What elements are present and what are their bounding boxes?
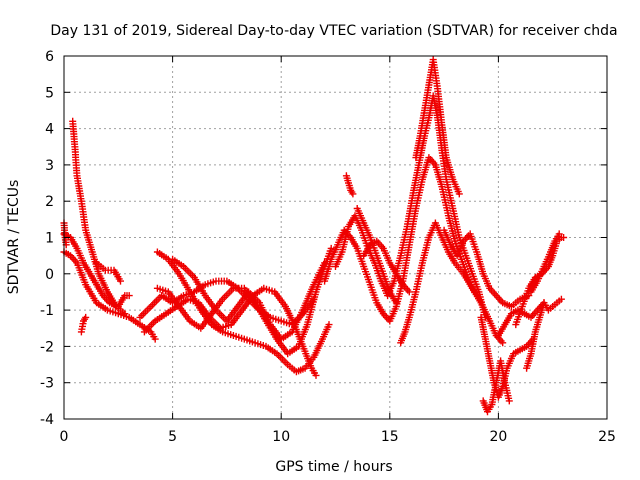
x-tick-label: 10	[272, 429, 290, 445]
series-track-13	[332, 92, 489, 321]
chart-title: Day 131 of 2019, Sidereal Day-to-day VTE…	[50, 23, 617, 39]
y-tick-label: 2	[45, 194, 54, 210]
y-tick-label: 6	[45, 49, 54, 65]
axes: 0 5 10 15 20 25 -4 -3 -2 -1 0 1 2 3 4 5 6	[40, 49, 616, 445]
x-axis-label: GPS time / hours	[275, 459, 392, 475]
plot-frame	[63, 55, 608, 420]
y-axis-label: SDTVAR / TECUs	[6, 180, 22, 295]
y-tick-label: 4	[45, 122, 54, 138]
x-tick-label: 5	[168, 429, 177, 445]
y-tick-label: 3	[45, 158, 54, 174]
series-track-12	[321, 154, 478, 325]
series-track-19	[440, 226, 533, 310]
x-tick-label: 0	[60, 429, 69, 445]
y-tick-label: -3	[40, 376, 54, 392]
data-series	[60, 56, 568, 416]
x-tick-label: 25	[598, 429, 616, 445]
series-track-21	[479, 357, 513, 416]
series-track-16	[353, 205, 400, 307]
series-track-25	[527, 230, 563, 296]
series-track-15	[342, 172, 357, 198]
series-track-3	[69, 117, 129, 318]
series-track-11	[169, 255, 329, 343]
x-tick-label: 20	[489, 429, 507, 445]
series-track-8	[153, 248, 333, 376]
y-tick-label: -4	[40, 412, 54, 428]
y-tick-label: 1	[45, 231, 54, 247]
x-tick-label: 15	[381, 429, 399, 445]
series-track-4	[77, 313, 90, 336]
y-tick-label: -1	[40, 303, 54, 319]
y-tick-label: 5	[45, 85, 54, 101]
series-track-14	[412, 56, 463, 198]
grid-lines	[64, 56, 607, 419]
series-track-6	[93, 259, 124, 285]
series-track-17	[360, 237, 413, 296]
series-track-18	[397, 219, 507, 347]
y-tick-label: -2	[40, 339, 54, 355]
series-track-23	[494, 299, 548, 339]
y-tick-label: 0	[45, 267, 54, 283]
